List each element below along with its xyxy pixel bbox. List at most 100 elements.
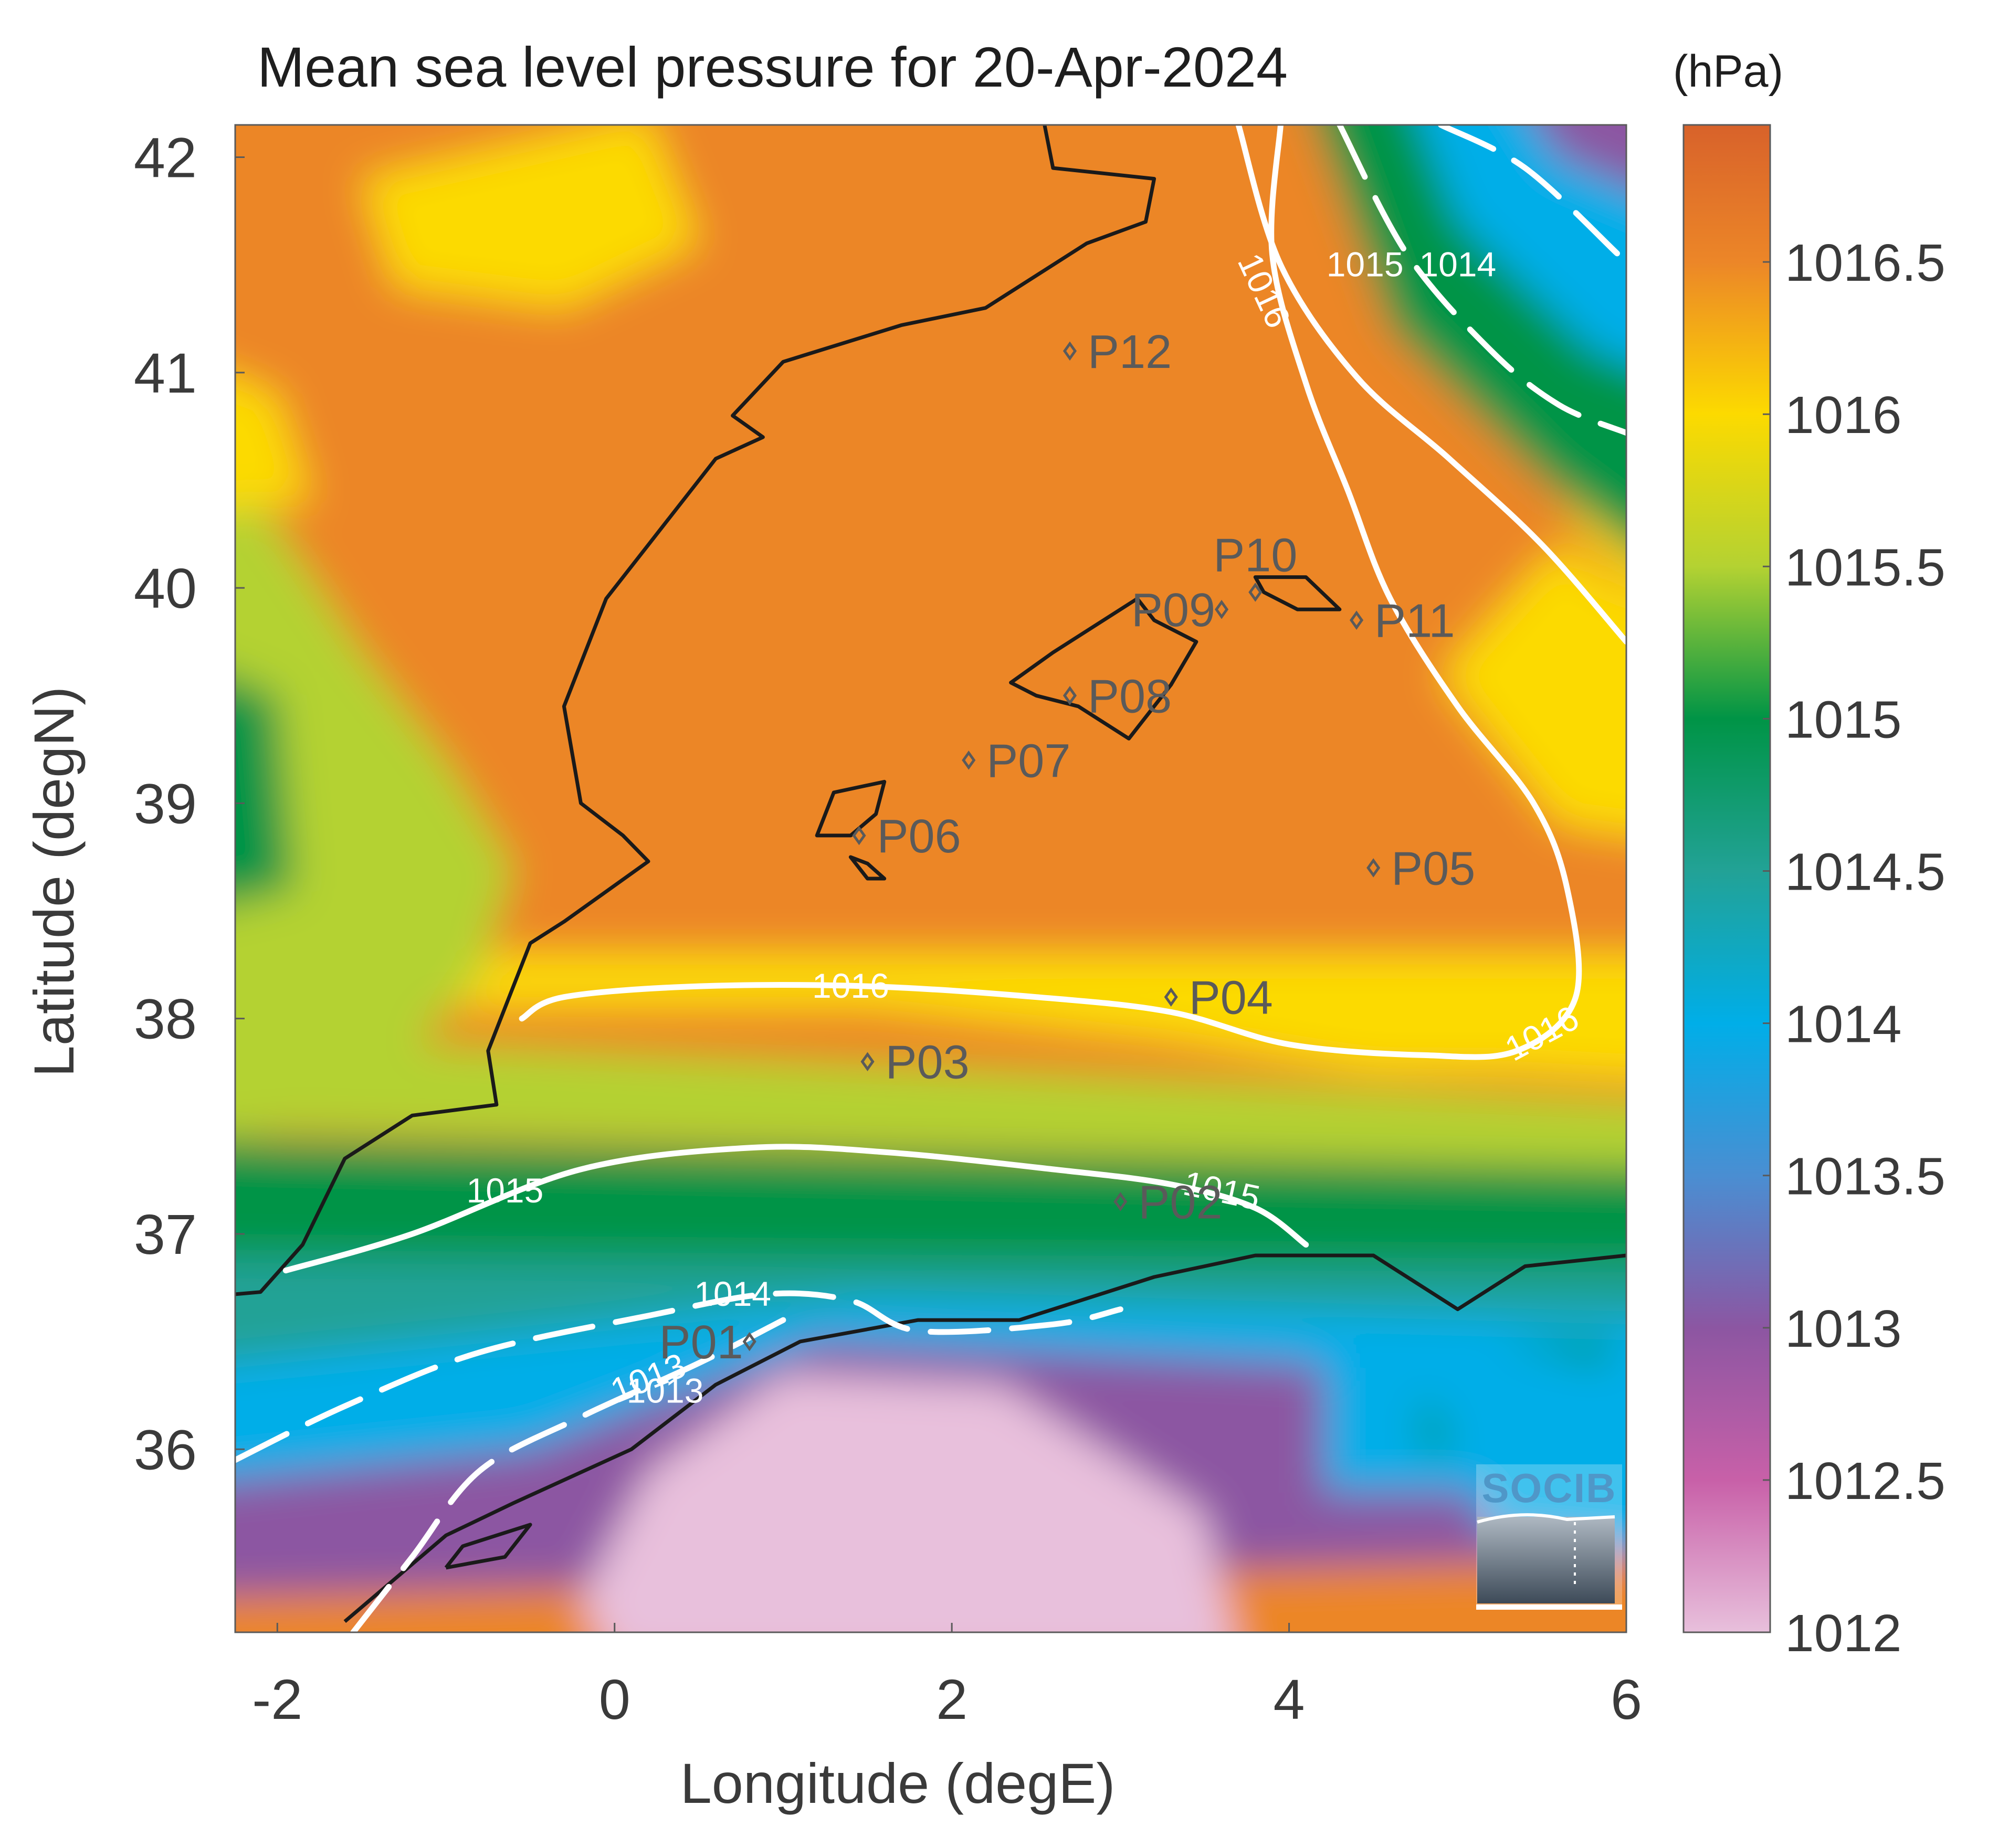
- station-marker: [1063, 341, 1077, 361]
- station-p10: P10: [1213, 529, 1297, 602]
- colorbar-tick-label: 1012: [1785, 1604, 1901, 1663]
- station-marker: [1113, 1192, 1128, 1211]
- y-axis-label: Latitude (degN): [22, 687, 86, 1077]
- isobar-label: 1013: [627, 1371, 704, 1410]
- station-p04: P04: [1164, 972, 1273, 1025]
- map-frame: [234, 124, 1627, 1633]
- y-tick-label: 39: [134, 772, 197, 835]
- x-tick-label: 0: [599, 1667, 630, 1731]
- isobar-label: 1015: [467, 1171, 544, 1210]
- colorbar-tick-label: 1013: [1785, 1300, 1901, 1358]
- field-band-1015-5: [235, 1035, 1626, 1167]
- field-ebro-1016: [361, 125, 699, 308]
- y-tick-label: 41: [134, 341, 197, 405]
- station-label: P08: [1088, 670, 1172, 723]
- coastline: [235, 125, 1626, 1623]
- x-tick-label: 6: [1611, 1667, 1642, 1731]
- field-east-yellow: [1440, 545, 1626, 835]
- isobar-1014: [1337, 125, 1626, 436]
- colorbar-tick-label: 1012.5: [1785, 1452, 1945, 1511]
- x-tick-label: 2: [936, 1667, 967, 1731]
- isobar-1014: [235, 1290, 1123, 1463]
- station-label: P10: [1213, 529, 1297, 582]
- field-iberia-1016: [235, 378, 311, 510]
- pressure-field: [235, 125, 1626, 1632]
- colorbar-tick-label: 1014.5: [1785, 842, 1945, 901]
- station-label: P09: [1131, 584, 1215, 637]
- station-p07: P07: [962, 735, 1070, 787]
- socib-logo: SOCIB: [1476, 1464, 1622, 1610]
- y-axis-ticks: 36 37 38 39 40 41 42: [134, 126, 245, 1481]
- colorbar-tick-label: 1014: [1785, 995, 1901, 1054]
- station-p03: P03: [860, 1037, 970, 1089]
- colorbar-unit-label: (hPa): [1673, 46, 1783, 97]
- coast-line: [444, 1523, 532, 1570]
- isobar-label: 1014: [694, 1274, 771, 1313]
- station-p06: P06: [852, 810, 961, 863]
- field-iberia-1015: [235, 679, 294, 903]
- island-outline: [1009, 597, 1198, 741]
- station-marker: [1215, 599, 1229, 619]
- station-p12: P12: [1063, 326, 1172, 378]
- station-p01: P01: [659, 1316, 756, 1369]
- chart-title: Mean sea level pressure for 20-Apr-2024: [257, 35, 1288, 99]
- socib-logo-graphic: [1477, 1517, 1615, 1603]
- station-marker: [1248, 583, 1263, 602]
- x-axis-label: Longitude (degE): [680, 1751, 1116, 1815]
- coast-line: [343, 1253, 1626, 1623]
- station-p05: P05: [1366, 842, 1475, 895]
- station-p09: P09: [1131, 584, 1229, 637]
- y-tick-label: 38: [134, 987, 197, 1051]
- station-marker: [1164, 987, 1178, 1007]
- y-tick-label: 37: [134, 1202, 197, 1266]
- station-label: P11: [1374, 595, 1455, 648]
- station-marker: [1349, 610, 1364, 630]
- field-band-1016: [235, 954, 1626, 1079]
- field-iberia-1015-5: [235, 494, 513, 1136]
- station-marker: [962, 751, 976, 770]
- isobar-label: 1016: [812, 966, 889, 1005]
- field-east-1013: [1538, 125, 1626, 186]
- station-p02: P02: [1113, 1176, 1223, 1229]
- island-outline: [1253, 575, 1342, 611]
- station-marker: [742, 1332, 756, 1351]
- isobar-label: 1015: [1327, 245, 1404, 284]
- colorbar-tick-label: 1013.5: [1785, 1147, 1945, 1206]
- colorbar-tick-label: 1016: [1785, 386, 1901, 445]
- station-marker: [860, 1052, 875, 1072]
- station-p11: P11: [1349, 595, 1455, 648]
- y-tick-label: 40: [134, 556, 197, 620]
- station-marker: [1366, 858, 1381, 878]
- isobar-1015: [282, 1144, 1309, 1274]
- isobar-label: 1014: [1419, 245, 1496, 284]
- colorbar-tick-label: 1015.5: [1785, 538, 1945, 597]
- station-label: P02: [1138, 1176, 1222, 1229]
- station-label: P01: [659, 1316, 743, 1369]
- colorbar-ticks: 1012 1012.5 1013 1013.5 1014 1014.5 1015 1015.5…: [1763, 234, 1945, 1663]
- colorbar: [1682, 124, 1771, 1633]
- isobar-1016: [519, 125, 1582, 1060]
- island-outline: [848, 855, 887, 881]
- station-label: P07: [986, 735, 1070, 787]
- station-label: P03: [886, 1037, 970, 1089]
- station-p08: P08: [1063, 670, 1172, 723]
- y-tick-label: 42: [134, 126, 197, 189]
- isobar-1013: [1438, 125, 1621, 257]
- station-label: P05: [1391, 842, 1475, 895]
- x-tick-label: -2: [252, 1667, 302, 1731]
- station-label: P06: [877, 810, 961, 863]
- field-band-east-sea: [1390, 1320, 1626, 1549]
- field-east-1014: [1419, 125, 1626, 364]
- station-label: P12: [1088, 326, 1172, 378]
- coast-line: [235, 125, 1156, 1296]
- socib-logo-text: SOCIB: [1481, 1465, 1616, 1511]
- x-axis-ticks: -2 0 2 4 6: [252, 1623, 1642, 1731]
- island-outline: [815, 779, 887, 838]
- field-low-1012: [581, 1374, 1232, 1632]
- station-marker: [1063, 685, 1077, 705]
- colorbar-tick-label: 1015: [1785, 690, 1901, 749]
